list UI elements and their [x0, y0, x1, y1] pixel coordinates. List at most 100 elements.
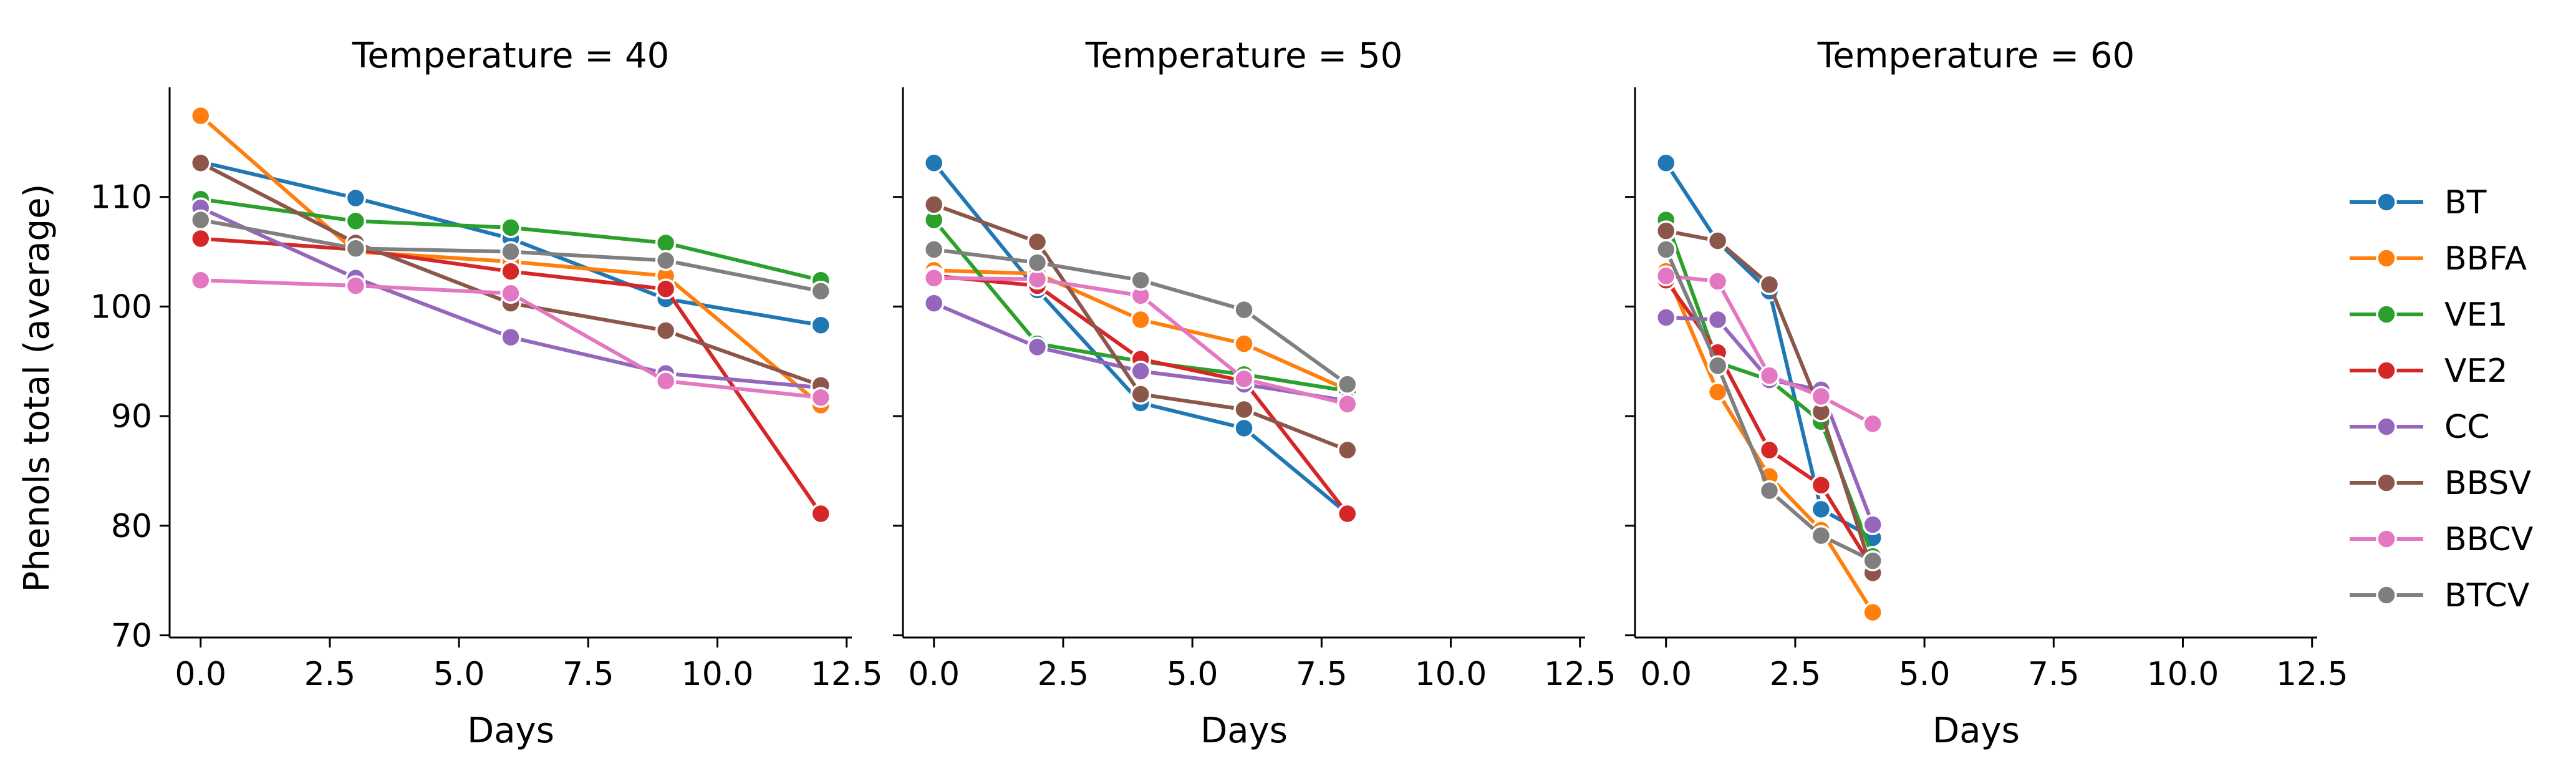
data-point: [1810, 386, 1832, 407]
panel-1: Temperature = 40 70 80 90 100 110 0.0 2.5 5.0 7.5…: [90, 36, 883, 751]
data-point: [1758, 365, 1780, 386]
legend-label: BT: [2444, 184, 2487, 221]
legend-entry-BBFA: BBFA: [2350, 240, 2527, 278]
data-point: [1862, 550, 1883, 571]
data-point: [1810, 525, 1832, 546]
series-BTCV: [923, 239, 1358, 395]
x-tick-label: 0.0: [1640, 656, 1692, 693]
legend-marker: [2376, 248, 2397, 269]
data-point: [190, 152, 211, 173]
data-point: [345, 275, 367, 296]
legend-marker: [2376, 528, 2397, 550]
data-point: [923, 152, 945, 173]
legend-label: BTCV: [2444, 577, 2530, 614]
data-point: [655, 278, 677, 300]
data-point: [1233, 368, 1255, 390]
data-point: [1337, 394, 1358, 415]
panel-title: Temperature = 40: [352, 36, 670, 76]
series-BBCV: [923, 267, 1358, 415]
x-tick-label: 12.5: [2276, 656, 2348, 693]
panel-2: Temperature = 50 0.0 2.5 5.0 7.5 10.0 12.5 Days: [893, 36, 1616, 751]
legend-entry-BTCV: BTCV: [2350, 577, 2530, 614]
y-tick-label: 70: [111, 617, 152, 654]
data-point: [1707, 230, 1729, 251]
data-point: [810, 314, 832, 336]
y-tick-label: 110: [90, 179, 152, 216]
x-tick-label: 10.0: [2147, 656, 2219, 693]
legend-label: BBSV: [2444, 465, 2531, 502]
legend-label: BBCV: [2444, 521, 2534, 558]
series-BBSV: [1655, 220, 1883, 584]
data-point: [810, 281, 832, 302]
data-point: [1655, 307, 1677, 328]
y-tick-label: 100: [90, 288, 152, 326]
data-point: [1130, 361, 1151, 382]
data-point: [345, 210, 367, 232]
legend-marker: [2376, 192, 2397, 213]
data-point: [1810, 475, 1832, 496]
x-tick-label: 7.5: [562, 656, 614, 693]
series-BBSV: [923, 194, 1358, 461]
legend-entry-VE2: VE2: [2350, 352, 2508, 390]
legend-entry-VE1: VE1: [2350, 296, 2508, 334]
data-point: [655, 371, 677, 392]
data-point: [655, 232, 677, 254]
legend-marker: [2376, 584, 2397, 606]
y-axis-label: Phenols total (average): [17, 184, 57, 593]
data-point: [345, 187, 367, 209]
x-tick-label: 2.5: [1770, 656, 1821, 693]
data-point: [1707, 309, 1729, 331]
data-point: [345, 238, 367, 259]
data-point: [1233, 299, 1255, 321]
x-tick-label: 12.5: [811, 656, 883, 693]
legend-label: VE1: [2444, 296, 2508, 334]
x-tick-label: 5.0: [1167, 656, 1218, 693]
data-point: [810, 503, 832, 525]
legend-entry-BT: BT: [2350, 184, 2487, 221]
data-point: [923, 194, 945, 215]
data-point: [1233, 399, 1255, 420]
data-point: [190, 228, 211, 250]
series-BTCV: [1655, 239, 1883, 571]
data-point: [1655, 265, 1677, 286]
series-BTCV: [190, 209, 832, 302]
data-point: [500, 217, 521, 238]
data-point: [655, 320, 677, 341]
x-tick-label: 7.5: [1296, 656, 1348, 693]
legend-marker: [2376, 360, 2397, 381]
data-point: [1337, 503, 1358, 525]
x-tick-label: 5.0: [1899, 656, 1951, 693]
x-axis-label: Days: [1932, 711, 2020, 751]
legend-entry-CC: CC: [2350, 409, 2490, 446]
series-BT: [923, 152, 1358, 525]
data-point: [1758, 274, 1780, 296]
data-point: [1130, 309, 1151, 331]
data-point: [1130, 269, 1151, 291]
data-point: [1233, 333, 1255, 354]
x-axis-label: Days: [1200, 711, 1288, 751]
data-point: [1337, 374, 1358, 395]
panel-3: Temperature = 60 0.0 2.5 5.0 7.5 10.0 12.5 Days: [1625, 36, 2348, 751]
panel-title: Temperature = 50: [1085, 36, 1403, 76]
legend-label: BBFA: [2444, 240, 2527, 278]
data-point: [1655, 220, 1677, 241]
x-tick-label: 2.5: [1038, 656, 1089, 693]
data-point: [923, 239, 945, 260]
data-point: [1758, 480, 1780, 502]
data-point: [1810, 498, 1832, 520]
data-point: [1337, 439, 1358, 461]
x-tick-label: 2.5: [304, 656, 356, 693]
x-tick-label: 10.0: [682, 656, 754, 693]
data-point: [1233, 417, 1255, 439]
data-point: [1026, 231, 1048, 253]
legend-marker: [2376, 416, 2397, 437]
legend-label: CC: [2444, 409, 2490, 446]
data-point: [500, 283, 521, 304]
legend-marker: [2376, 304, 2397, 325]
x-tick-label: 5.0: [433, 656, 485, 693]
data-point: [1026, 252, 1048, 273]
data-point: [1655, 152, 1677, 173]
x-tick-label: 7.5: [2028, 656, 2080, 693]
x-tick-label: 10.0: [1415, 656, 1487, 693]
data-point: [923, 293, 945, 314]
